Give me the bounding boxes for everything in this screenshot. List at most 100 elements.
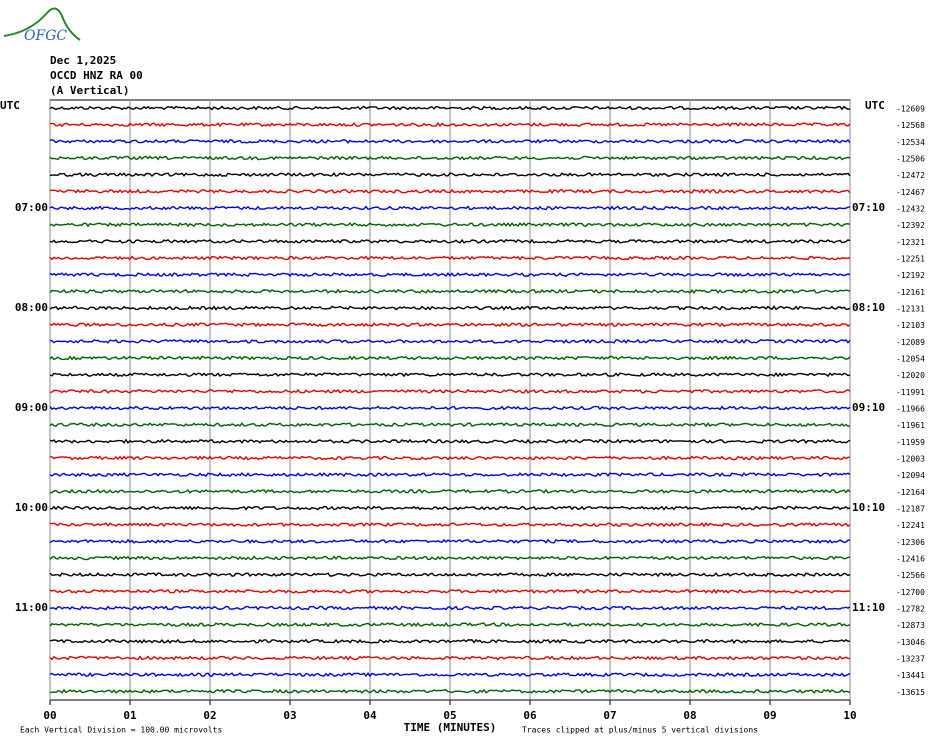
- trace: [49, 622, 851, 628]
- trace-offset: -12089: [896, 338, 925, 347]
- trace: [49, 438, 851, 444]
- trace: [49, 472, 851, 478]
- trace-offset: -12472: [896, 171, 925, 180]
- trace: [49, 422, 851, 428]
- trace: [49, 572, 851, 578]
- x-tick-label: 07: [603, 709, 616, 722]
- footer-left: Each Vertical Division = 100.00 microvol…: [20, 726, 222, 735]
- trace: [49, 688, 851, 694]
- trace: [49, 188, 851, 194]
- trace: [49, 455, 850, 461]
- header-station: OCCD HNZ RA 00: [50, 69, 143, 82]
- trace: [49, 155, 851, 161]
- trace: [49, 105, 851, 111]
- trace: [49, 388, 851, 394]
- trace-offset: -12566: [896, 571, 925, 580]
- trace: [49, 338, 851, 344]
- right-time: 10:10: [852, 501, 885, 514]
- trace-offset: -13615: [896, 688, 925, 697]
- trace: [49, 671, 851, 678]
- trace-offset: -11961: [896, 421, 925, 430]
- trace: [49, 172, 851, 178]
- x-tick-label: 05: [443, 709, 456, 722]
- trace-offset: -12241: [896, 521, 925, 530]
- x-tick-label: 06: [523, 709, 537, 722]
- trace: [49, 522, 851, 528]
- logo-curve: [3, 7, 81, 41]
- trace-offset: -11966: [896, 405, 925, 414]
- trace-offset: -12700: [896, 588, 925, 597]
- trace: [49, 655, 851, 661]
- x-tick-label: 01: [123, 709, 137, 722]
- x-tick-label: 04: [363, 709, 377, 722]
- x-axis-label: TIME (MINUTES): [404, 721, 497, 734]
- trace-offset: -12506: [896, 155, 925, 164]
- trace: [49, 222, 851, 228]
- trace: [49, 405, 851, 411]
- trace-offset: -12094: [896, 471, 925, 480]
- trace-offset: -12003: [896, 455, 925, 464]
- left-time: 11:00: [15, 601, 48, 614]
- trace-offset: -13237: [896, 655, 925, 664]
- trace-offset: -12164: [896, 488, 925, 497]
- left-time: 07:00: [15, 201, 48, 214]
- trace-offset: -12321: [896, 238, 925, 247]
- trace: [50, 505, 851, 511]
- trace: [49, 138, 851, 144]
- left-axis-label: UTC: [0, 99, 20, 112]
- x-tick-label: 03: [283, 709, 296, 722]
- trace: [49, 355, 851, 361]
- left-time: 08:00: [15, 301, 48, 314]
- trace-offset: -12251: [896, 255, 925, 264]
- trace-offset: -12432: [896, 205, 925, 214]
- trace-offset: -12568: [896, 121, 925, 130]
- x-tick-label: 02: [203, 709, 216, 722]
- left-time: 10:00: [15, 501, 48, 514]
- trace-offset: -12467: [896, 188, 925, 197]
- trace-offset: -12103: [896, 321, 925, 330]
- x-tick-label: 09: [763, 709, 776, 722]
- trace-offset: -12392: [896, 221, 925, 230]
- right-axis-label: UTC: [865, 99, 885, 112]
- trace-offset: -12020: [896, 371, 925, 380]
- trace: [49, 588, 851, 594]
- trace-offset: -12416: [896, 555, 925, 564]
- right-time: 07:10: [852, 201, 885, 214]
- trace: [49, 238, 851, 244]
- trace: [49, 638, 851, 644]
- trace-offset: -12161: [896, 288, 925, 297]
- trace-offset: -13441: [896, 671, 925, 680]
- trace-offset: -12187: [896, 505, 925, 514]
- header-date: Dec 1,2025: [50, 54, 116, 67]
- trace-offset: -13046: [896, 638, 925, 647]
- trace-offset: -12609: [896, 105, 925, 114]
- trace-offset: -12054: [896, 355, 925, 364]
- x-tick-label: 08: [683, 709, 696, 722]
- logo: OFGC: [24, 28, 67, 44]
- trace: [49, 372, 851, 378]
- header-component: (A Vertical): [50, 84, 129, 97]
- trace-offset: -11959: [896, 438, 925, 447]
- trace: [49, 255, 851, 261]
- left-time: 09:00: [15, 401, 48, 414]
- trace-offset: -12131: [896, 305, 925, 314]
- trace: [49, 555, 851, 561]
- right-time: 11:10: [852, 601, 885, 614]
- trace-offset: -12873: [896, 621, 925, 630]
- trace: [49, 538, 851, 544]
- trace: [49, 122, 851, 128]
- trace: [49, 288, 851, 294]
- trace: [49, 488, 851, 494]
- trace-offset: -12192: [896, 271, 925, 280]
- trace: [49, 322, 851, 328]
- trace-offset: -11991: [896, 388, 925, 397]
- x-tick-label: 00: [43, 709, 56, 722]
- right-time: 09:10: [852, 401, 885, 414]
- trace: [49, 272, 851, 278]
- trace: [49, 205, 851, 211]
- trace-offset: -12534: [896, 138, 925, 147]
- trace-offset: -12782: [896, 605, 925, 614]
- x-tick-label: 10: [843, 709, 856, 722]
- right-time: 08:10: [852, 301, 885, 314]
